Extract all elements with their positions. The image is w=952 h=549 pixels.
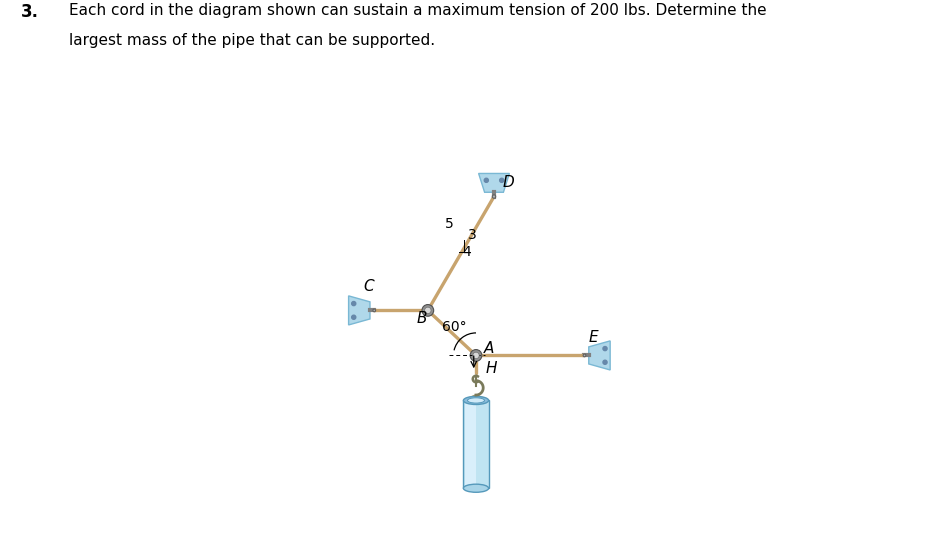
Circle shape [422,305,434,316]
Text: largest mass of the pipe that can be supported.: largest mass of the pipe that can be sup… [69,33,435,48]
Circle shape [603,346,607,351]
Circle shape [603,360,607,365]
Circle shape [470,350,482,361]
Polygon shape [348,296,370,325]
Polygon shape [588,341,610,370]
Text: E: E [588,330,598,345]
Circle shape [425,307,431,313]
Ellipse shape [467,398,485,403]
Polygon shape [464,400,488,488]
Circle shape [485,178,488,182]
Text: A: A [485,341,494,356]
Text: H: H [486,361,497,377]
Text: 3: 3 [467,228,477,242]
Circle shape [373,309,376,312]
Circle shape [500,178,504,182]
Circle shape [584,354,585,357]
Circle shape [492,195,496,198]
Text: 3.: 3. [21,3,39,21]
Ellipse shape [464,484,488,492]
Circle shape [351,315,356,320]
Text: C: C [364,279,374,294]
Text: Each cord in the diagram shown can sustain a maximum tension of 200 lbs. Determi: Each cord in the diagram shown can susta… [69,3,766,18]
Text: 5: 5 [446,217,454,231]
Text: 4: 4 [462,245,470,259]
Circle shape [351,301,356,306]
Polygon shape [479,173,509,192]
Text: 60°: 60° [443,320,466,334]
Polygon shape [466,400,476,488]
Text: B: B [417,311,427,326]
Circle shape [473,352,479,358]
Text: D: D [502,175,514,189]
Ellipse shape [464,396,488,405]
